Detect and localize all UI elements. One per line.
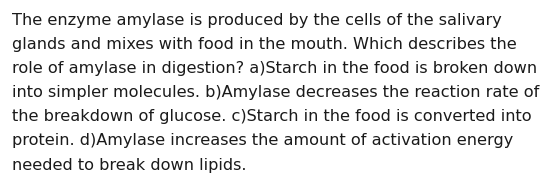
Text: role of amylase in digestion? a)Starch in the food is broken down: role of amylase in digestion? a)Starch i… bbox=[12, 61, 537, 76]
Text: the breakdown of glucose. c)Starch in the food is converted into: the breakdown of glucose. c)Starch in th… bbox=[12, 109, 532, 124]
Text: needed to break down lipids.: needed to break down lipids. bbox=[12, 158, 247, 173]
Text: into simpler molecules. b)Amylase decreases the reaction rate of: into simpler molecules. b)Amylase decrea… bbox=[12, 85, 540, 100]
Text: The enzyme amylase is produced by the cells of the salivary: The enzyme amylase is produced by the ce… bbox=[12, 13, 502, 28]
Text: glands and mixes with food in the mouth. Which describes the: glands and mixes with food in the mouth.… bbox=[12, 37, 517, 52]
Text: protein. d)Amylase increases the amount of activation energy: protein. d)Amylase increases the amount … bbox=[12, 133, 513, 149]
